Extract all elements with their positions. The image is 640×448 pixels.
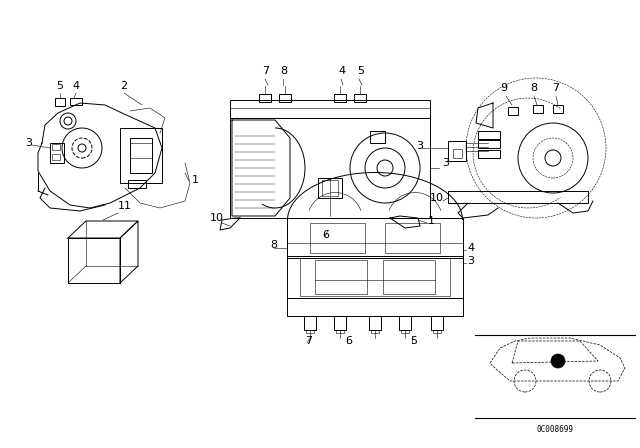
Circle shape <box>551 354 565 368</box>
Bar <box>533 105 543 113</box>
Text: 4: 4 <box>72 81 79 91</box>
Text: 7: 7 <box>552 83 559 93</box>
Text: 3: 3 <box>442 158 449 168</box>
Text: 5: 5 <box>56 81 63 91</box>
Bar <box>448 141 466 161</box>
Text: 7: 7 <box>305 336 312 346</box>
Bar <box>230 118 430 218</box>
Bar <box>369 316 381 330</box>
Bar <box>322 180 338 196</box>
Bar <box>315 260 367 294</box>
Bar <box>478 140 500 148</box>
Bar <box>50 143 64 163</box>
Text: 4: 4 <box>467 243 474 253</box>
Bar <box>370 131 385 143</box>
Bar <box>431 316 443 330</box>
Text: 3: 3 <box>25 138 32 148</box>
Bar <box>130 138 152 173</box>
Bar <box>334 94 346 102</box>
Text: 1: 1 <box>428 216 435 226</box>
Bar <box>120 128 162 183</box>
Bar <box>401 330 409 333</box>
Bar <box>553 105 563 113</box>
Bar <box>478 150 500 158</box>
Text: 10: 10 <box>430 193 444 203</box>
Bar <box>306 330 314 333</box>
Bar <box>52 154 60 160</box>
Text: 1: 1 <box>192 175 199 185</box>
Bar <box>478 131 500 139</box>
Bar <box>230 100 430 118</box>
Text: 0C008699: 0C008699 <box>536 425 573 434</box>
Bar <box>128 180 146 188</box>
Bar <box>399 316 411 330</box>
Bar <box>318 178 342 198</box>
Bar <box>334 316 346 330</box>
Text: 10: 10 <box>210 213 224 223</box>
Text: 3: 3 <box>467 256 474 266</box>
Text: 2: 2 <box>120 81 127 91</box>
Bar <box>336 330 344 333</box>
Text: 5: 5 <box>357 66 364 76</box>
Bar <box>354 94 366 102</box>
Bar <box>453 149 462 158</box>
Bar <box>304 316 316 330</box>
Bar <box>259 94 271 102</box>
Text: 8: 8 <box>530 83 537 93</box>
Text: 9: 9 <box>500 83 507 93</box>
Bar <box>508 107 518 115</box>
Text: 5: 5 <box>410 336 417 346</box>
Bar <box>300 258 450 296</box>
Bar <box>287 256 463 298</box>
Bar <box>310 223 365 253</box>
Bar <box>70 98 82 105</box>
Text: 7: 7 <box>262 66 269 76</box>
Text: 11: 11 <box>118 201 132 211</box>
Bar <box>287 298 463 316</box>
Bar <box>371 330 379 333</box>
Text: 6: 6 <box>345 336 352 346</box>
Text: 6: 6 <box>322 230 329 240</box>
Bar <box>448 191 588 203</box>
Bar <box>279 94 291 102</box>
Text: 4: 4 <box>338 66 345 76</box>
Bar <box>55 98 65 106</box>
Bar <box>52 144 60 150</box>
Bar <box>433 330 441 333</box>
Bar <box>287 218 463 258</box>
Bar <box>385 223 440 253</box>
Bar <box>383 260 435 294</box>
Text: 8: 8 <box>270 240 277 250</box>
Text: 8: 8 <box>280 66 287 76</box>
Text: 3: 3 <box>416 141 423 151</box>
